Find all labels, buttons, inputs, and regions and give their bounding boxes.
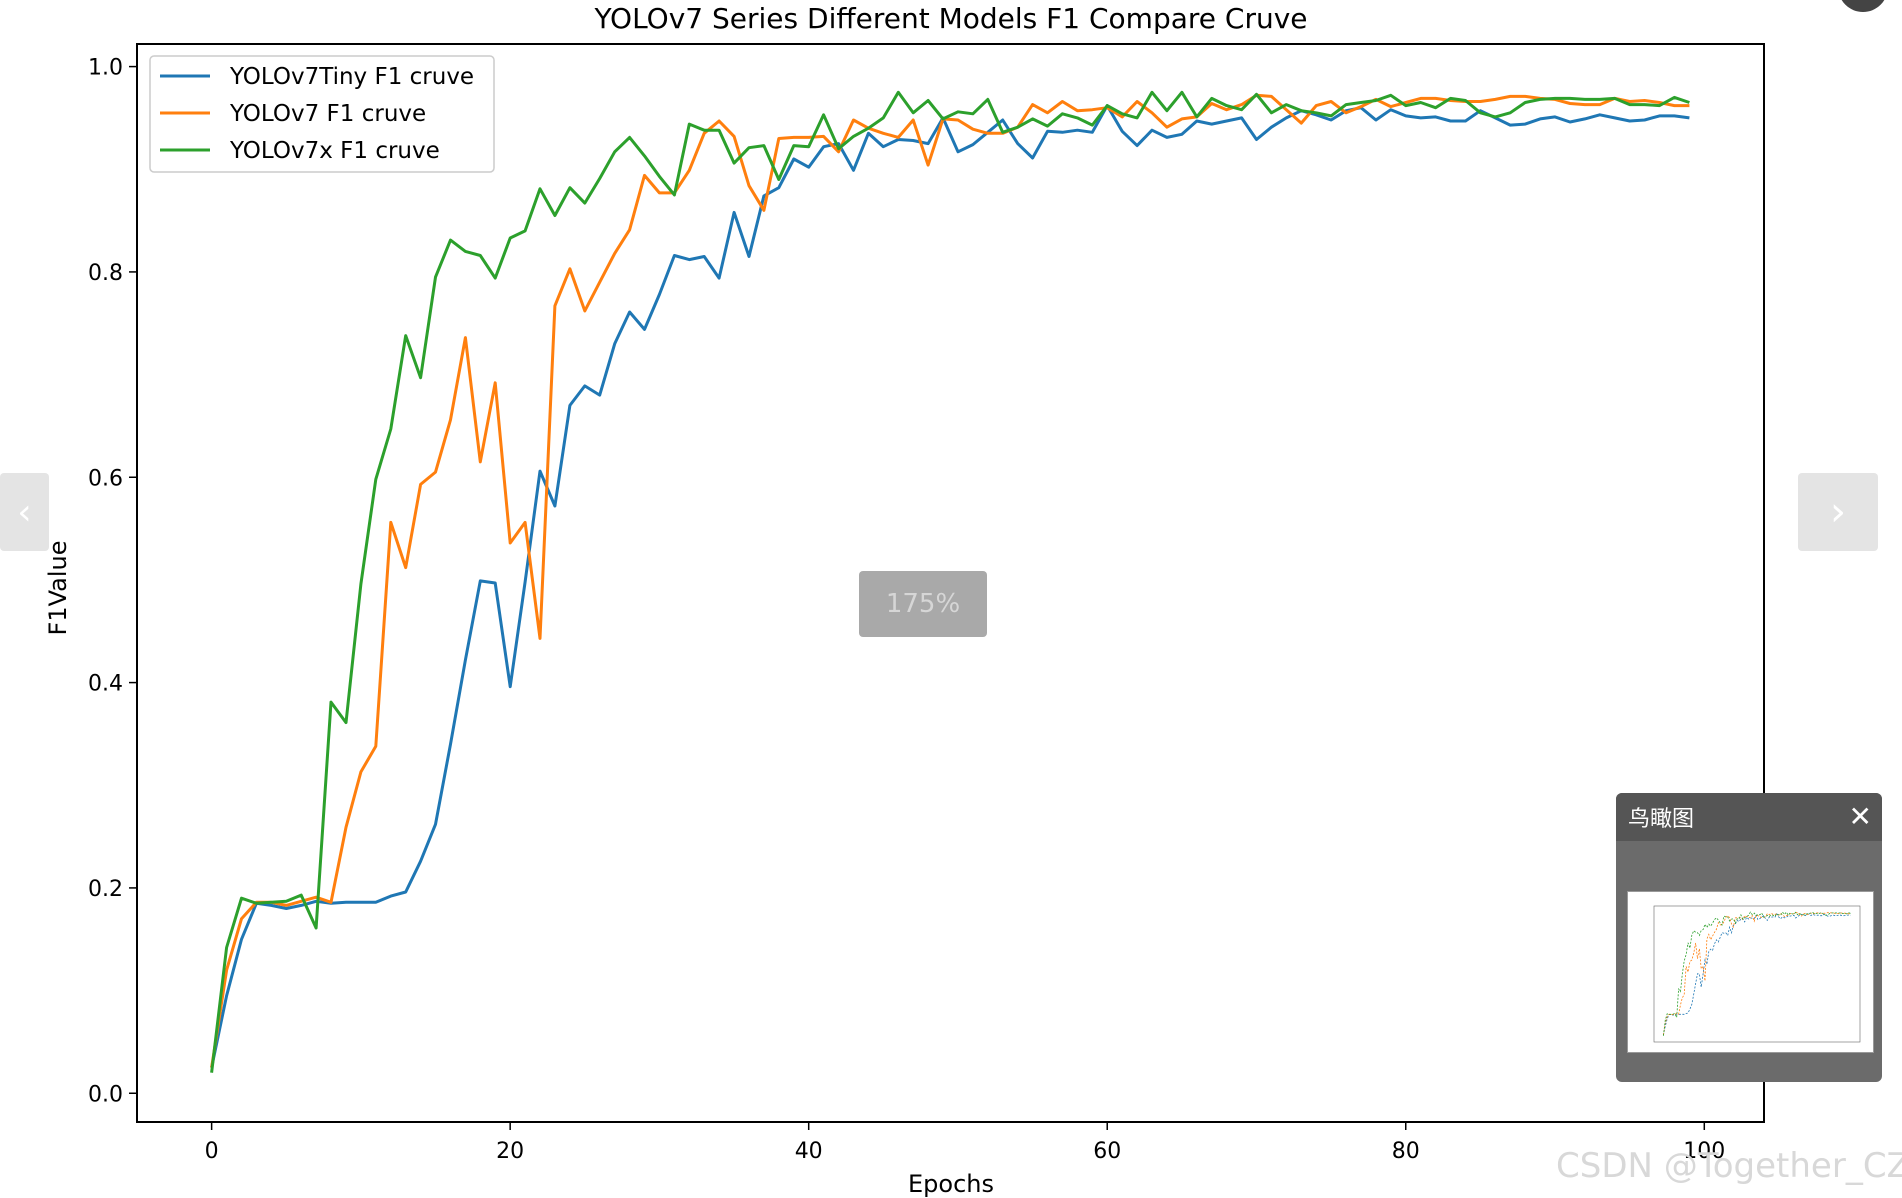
birdseye-body	[1616, 841, 1882, 1082]
x-tick-label: 100	[1683, 1139, 1725, 1164]
y-tick-label: 0.0	[88, 1082, 123, 1107]
series-line-0	[210, 104, 1690, 1068]
y-tick-label: 0.2	[88, 877, 123, 902]
chart-title: YOLOv7 Series Different Models F1 Compar…	[593, 2, 1307, 35]
legend-box	[149, 55, 495, 173]
y-tick-label: 0.6	[88, 466, 123, 491]
thumb-series-line-2	[1663, 911, 1851, 1036]
x-tick-label: 40	[795, 1139, 823, 1164]
legend-label-2: YOLOv7x F1 cruve	[229, 138, 440, 164]
birdseye-header: 鸟瞰图 ✕	[1616, 793, 1882, 841]
series-line-1	[210, 93, 1690, 1068]
watermark: CSDN @Together_CZ	[1556, 1146, 1902, 1186]
zoom-level-badge: 175%	[859, 571, 987, 637]
x-axis-ticks: 0 20 40 60 80 100	[205, 1122, 1725, 1164]
legend-label-1: YOLOv7 F1 cruve	[229, 101, 426, 127]
y-tick-label: 1.0	[88, 56, 123, 81]
y-axis-label: F1Value	[44, 541, 72, 636]
series-line-2	[210, 90, 1690, 1073]
chevron-right-icon: ›	[1830, 489, 1846, 535]
previous-image-button[interactable]: ‹	[0, 473, 49, 551]
y-tick-label: 0.8	[88, 261, 123, 286]
next-image-button[interactable]: ›	[1798, 473, 1878, 551]
x-tick-label: 60	[1093, 1139, 1121, 1164]
plot-lines	[210, 90, 1690, 1073]
legend-label-0: YOLOv7Tiny F1 cruve	[229, 64, 474, 90]
x-tick-label: 20	[496, 1139, 524, 1164]
chevron-left-icon: ‹	[17, 491, 32, 533]
thumb-series-line-1	[1663, 912, 1851, 1036]
plot-frame	[136, 43, 1765, 1123]
birdseye-panel: 鸟瞰图 ✕	[1616, 793, 1882, 1082]
thumb-frame	[1653, 905, 1861, 1043]
x-axis-label: Epochs	[908, 1170, 994, 1198]
birdseye-thumbnail[interactable]	[1627, 891, 1874, 1053]
legend: YOLOv7Tiny F1 cruve YOLOv7 F1 cruve YOLOv7…	[149, 55, 495, 173]
x-tick-label: 80	[1392, 1139, 1420, 1164]
birdseye-title: 鸟瞰图	[1628, 807, 1695, 832]
y-tick-label: 0.4	[88, 672, 123, 697]
x-tick-label: 0	[205, 1139, 219, 1164]
y-axis-ticks: 0.0 0.2 0.4 0.6 0.8 1.0	[88, 56, 137, 1107]
thumb-series-line-0	[1663, 912, 1851, 1036]
close-icon[interactable]: ✕	[1848, 800, 1872, 833]
thumbnail-chart	[1653, 905, 1861, 1043]
